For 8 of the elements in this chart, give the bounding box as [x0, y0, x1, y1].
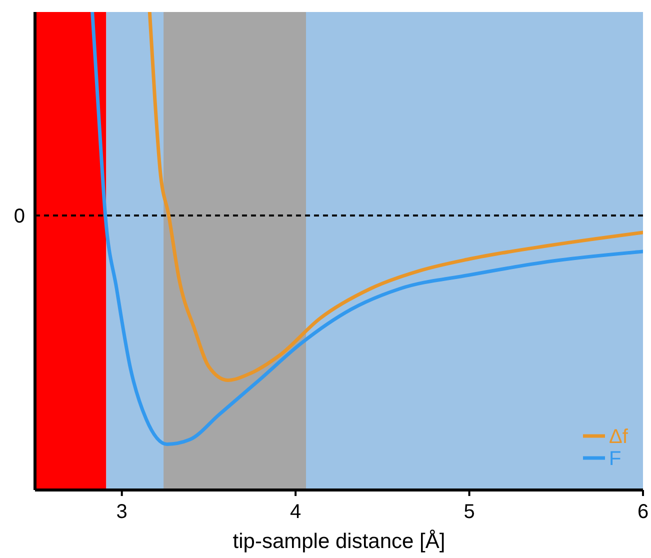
legend-label: F — [609, 448, 622, 470]
x-axis-title: tip-sample distance [Å] — [232, 529, 446, 553]
x-tick-label: 6 — [637, 501, 649, 523]
ref-line-label: 0 — [14, 206, 25, 228]
legend-label: Δf — [609, 426, 628, 448]
x-tick-label: 3 — [116, 501, 128, 523]
x-tick-label: 5 — [464, 501, 475, 523]
x-tick-label: 4 — [290, 501, 302, 523]
